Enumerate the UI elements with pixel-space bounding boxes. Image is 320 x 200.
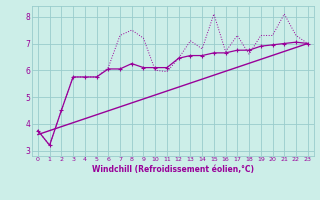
X-axis label: Windchill (Refroidissement éolien,°C): Windchill (Refroidissement éolien,°C) (92, 165, 254, 174)
